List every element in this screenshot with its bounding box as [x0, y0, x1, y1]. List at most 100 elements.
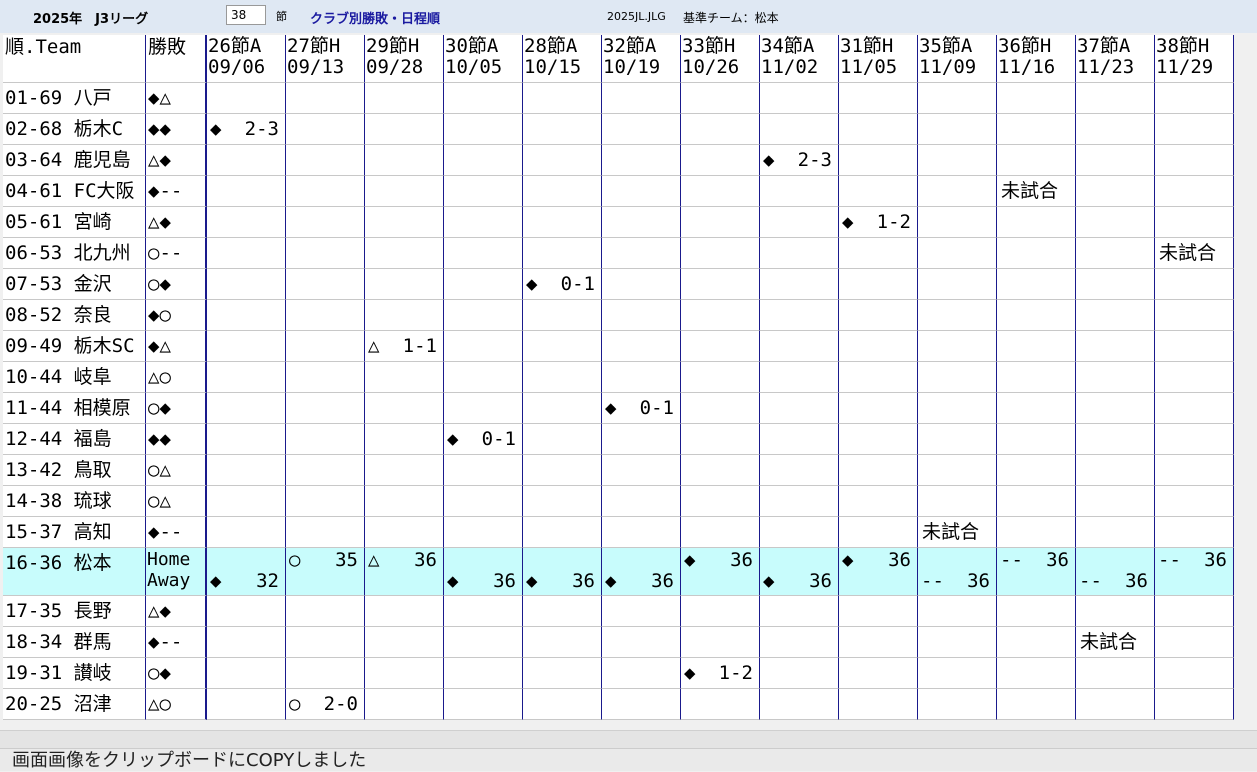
match-cell[interactable]: ○ 35: [286, 548, 365, 596]
match-cell[interactable]: [444, 145, 523, 176]
match-cell[interactable]: [918, 269, 997, 300]
match-cell[interactable]: [681, 207, 760, 238]
match-cell[interactable]: [602, 689, 681, 720]
match-cell[interactable]: [444, 627, 523, 658]
match-cell[interactable]: [207, 393, 286, 424]
match-cell[interactable]: ◆ 2-3: [207, 114, 286, 145]
match-cell[interactable]: [1076, 424, 1155, 455]
match-cell[interactable]: [760, 362, 839, 393]
match-cell[interactable]: [1076, 331, 1155, 362]
round-input[interactable]: 38: [226, 5, 266, 25]
match-cell[interactable]: [1076, 238, 1155, 269]
match-cell[interactable]: [997, 486, 1076, 517]
match-cell[interactable]: ◆ 36: [602, 548, 681, 596]
match-cell[interactable]: [523, 83, 602, 114]
match-cell[interactable]: [1155, 517, 1234, 548]
match-cell[interactable]: -- 36: [918, 548, 997, 596]
match-cell[interactable]: [523, 596, 602, 627]
match-cell[interactable]: [365, 238, 444, 269]
match-cell[interactable]: [207, 83, 286, 114]
match-cell[interactable]: [523, 627, 602, 658]
match-cell[interactable]: [760, 627, 839, 658]
match-cell[interactable]: [918, 145, 997, 176]
match-cell[interactable]: [760, 269, 839, 300]
match-cell[interactable]: [997, 424, 1076, 455]
match-cell[interactable]: [1155, 83, 1234, 114]
match-cell[interactable]: [760, 486, 839, 517]
match-cell[interactable]: [444, 114, 523, 145]
match-cell[interactable]: [602, 207, 681, 238]
match-cell[interactable]: [1076, 486, 1155, 517]
match-cell[interactable]: [207, 238, 286, 269]
match-cell[interactable]: [997, 83, 1076, 114]
match-cell[interactable]: [681, 362, 760, 393]
match-cell[interactable]: [523, 114, 602, 145]
match-cell[interactable]: [444, 393, 523, 424]
match-cell[interactable]: [839, 300, 918, 331]
match-cell[interactable]: [286, 238, 365, 269]
match-cell[interactable]: [839, 658, 918, 689]
match-cell[interactable]: [681, 455, 760, 486]
match-cell[interactable]: [523, 145, 602, 176]
match-cell[interactable]: ◆ 2-3: [760, 145, 839, 176]
match-cell[interactable]: [839, 596, 918, 627]
match-cell[interactable]: [1076, 393, 1155, 424]
match-cell[interactable]: [523, 486, 602, 517]
match-cell[interactable]: [286, 424, 365, 455]
match-cell[interactable]: [365, 145, 444, 176]
match-cell[interactable]: ◆ 36: [681, 548, 760, 596]
match-cell[interactable]: [207, 658, 286, 689]
scrollbar[interactable]: [0, 730, 1257, 749]
match-cell[interactable]: [602, 362, 681, 393]
match-cell[interactable]: [365, 455, 444, 486]
match-cell[interactable]: [681, 689, 760, 720]
match-cell[interactable]: [1155, 145, 1234, 176]
match-cell[interactable]: 未試合: [918, 517, 997, 548]
match-cell[interactable]: [839, 689, 918, 720]
match-cell[interactable]: [918, 114, 997, 145]
match-cell[interactable]: [997, 393, 1076, 424]
match-cell[interactable]: [1076, 689, 1155, 720]
match-cell[interactable]: [365, 269, 444, 300]
match-cell[interactable]: [365, 627, 444, 658]
match-cell[interactable]: [523, 331, 602, 362]
match-cell[interactable]: [1076, 658, 1155, 689]
match-cell[interactable]: [760, 114, 839, 145]
match-cell[interactable]: [1155, 689, 1234, 720]
match-cell[interactable]: [1076, 207, 1155, 238]
match-cell[interactable]: [997, 145, 1076, 176]
match-cell[interactable]: [444, 362, 523, 393]
match-cell[interactable]: [207, 362, 286, 393]
match-cell[interactable]: [839, 627, 918, 658]
match-cell[interactable]: [760, 424, 839, 455]
match-cell[interactable]: [523, 300, 602, 331]
match-cell[interactable]: [918, 658, 997, 689]
match-cell[interactable]: [444, 83, 523, 114]
match-cell[interactable]: [681, 393, 760, 424]
match-cell[interactable]: [207, 145, 286, 176]
match-cell[interactable]: [602, 145, 681, 176]
match-cell[interactable]: [523, 455, 602, 486]
match-cell[interactable]: [444, 658, 523, 689]
match-cell[interactable]: -- 36: [1076, 548, 1155, 596]
match-cell[interactable]: [207, 331, 286, 362]
match-cell[interactable]: [207, 627, 286, 658]
match-cell[interactable]: [760, 689, 839, 720]
match-cell[interactable]: [444, 455, 523, 486]
match-cell[interactable]: [839, 238, 918, 269]
match-cell[interactable]: [760, 455, 839, 486]
match-cell[interactable]: [918, 455, 997, 486]
match-cell[interactable]: [365, 596, 444, 627]
match-cell[interactable]: [444, 486, 523, 517]
match-cell[interactable]: [1076, 269, 1155, 300]
match-cell[interactable]: [523, 689, 602, 720]
match-cell[interactable]: [1155, 658, 1234, 689]
match-cell[interactable]: [839, 114, 918, 145]
match-cell[interactable]: [602, 455, 681, 486]
match-cell[interactable]: [365, 517, 444, 548]
match-cell[interactable]: [286, 658, 365, 689]
match-cell[interactable]: [839, 424, 918, 455]
match-cell[interactable]: [444, 596, 523, 627]
match-cell[interactable]: [602, 658, 681, 689]
match-cell[interactable]: [1076, 362, 1155, 393]
